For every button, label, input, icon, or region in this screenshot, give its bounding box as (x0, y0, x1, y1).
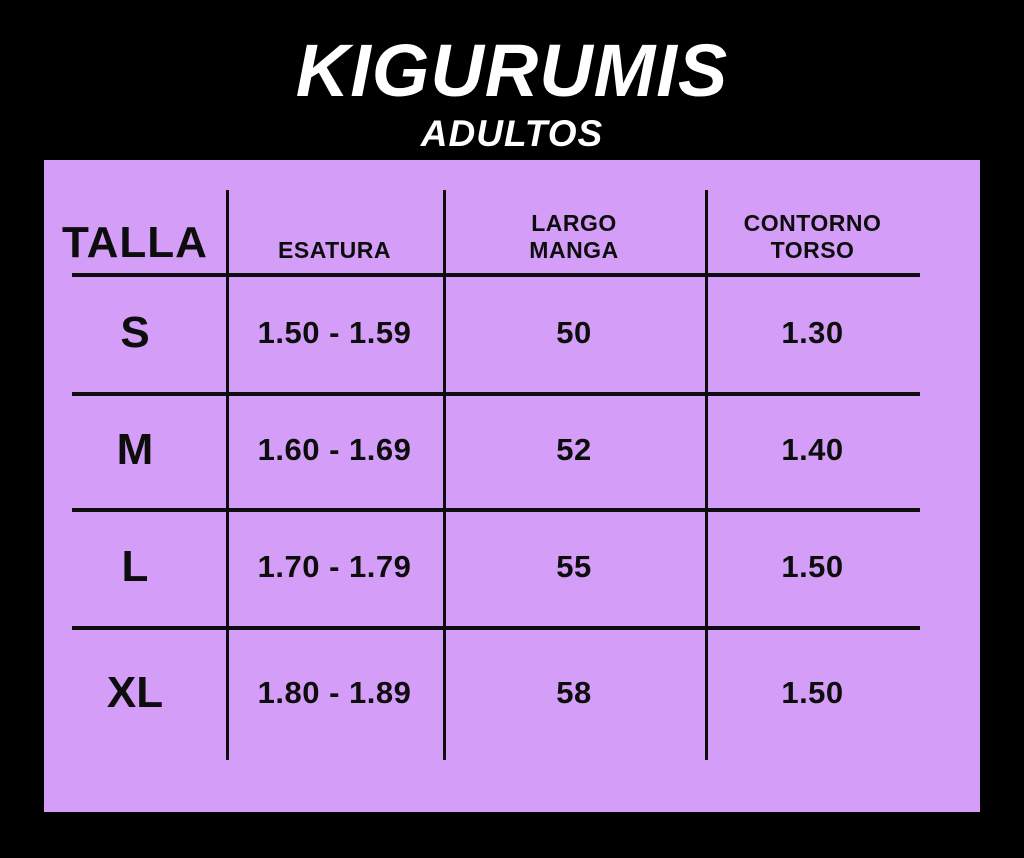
column-header-label: ESATURA (278, 237, 391, 264)
page-title: KIGURUMIS (295, 29, 729, 112)
page-subtitle: ADULTOS (420, 113, 604, 154)
title-block: KIGURUMIS ADULTOS (0, 29, 1024, 154)
table-cell-size-l: L (121, 542, 149, 591)
table-cell-contorno-torso-xl: 1.50 (781, 675, 844, 710)
column-header-label: LARGO MANGA (529, 209, 619, 264)
table-cell-esatura-s: 1.50 - 1.59 (257, 314, 412, 350)
column-header-label: CONTORNO TORSO (743, 209, 882, 264)
header-underline (72, 273, 920, 277)
column-divider-2 (443, 190, 446, 760)
table-cell-esatura-m: 1.60 - 1.69 (257, 432, 412, 467)
table-cell-largo-manga-s: 50 (556, 314, 592, 350)
row-divider-l-xl (72, 626, 920, 630)
table-cell-size-xl: XL (106, 668, 164, 717)
table-cell-esatura-xl: 1.80 - 1.89 (257, 675, 412, 710)
table-cell-largo-manga-xl: 58 (556, 675, 592, 710)
table-cell-contorno-torso-m: 1.40 (781, 432, 844, 467)
row-divider-m-l (72, 508, 920, 512)
table-cell-largo-manga-l: 55 (556, 549, 592, 584)
column-header-contorno-torso: CONTORNO TORSO (705, 180, 920, 273)
column-header-talla: TALLA (44, 180, 226, 273)
table-cell-size-m: M (116, 425, 154, 474)
column-divider-1 (226, 190, 229, 760)
row-divider-s-m (72, 392, 920, 396)
column-header-largo-manga: LARGO MANGA (443, 180, 705, 273)
column-header-esatura: ESATURA (226, 180, 443, 273)
table-cell-esatura-l: 1.70 - 1.79 (257, 549, 412, 584)
table-cell-contorno-torso-s: 1.30 (781, 314, 844, 350)
table-cell-largo-manga-m: 52 (556, 432, 592, 467)
table-cell-contorno-torso-l: 1.50 (781, 549, 844, 584)
table-cell-size-s: S (120, 307, 150, 357)
column-header-label: TALLA (62, 218, 208, 267)
column-divider-3 (705, 190, 708, 760)
size-table-panel: TALLA ESATURA LARGO MANGA CONTORNO TORSO… (44, 160, 980, 812)
